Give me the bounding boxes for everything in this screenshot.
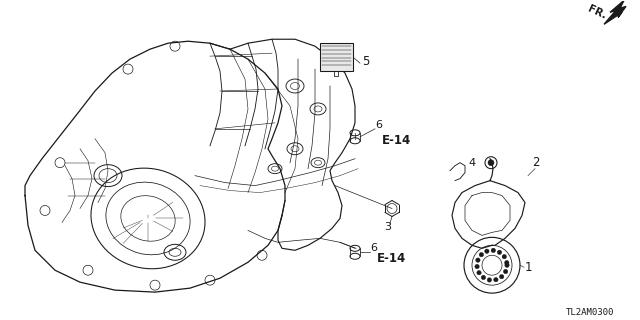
Circle shape bbox=[479, 252, 484, 257]
Text: 4: 4 bbox=[468, 158, 475, 168]
Circle shape bbox=[481, 275, 486, 280]
Circle shape bbox=[487, 278, 492, 282]
Circle shape bbox=[502, 254, 506, 259]
Circle shape bbox=[488, 160, 494, 166]
Circle shape bbox=[475, 264, 479, 269]
Text: FR.: FR. bbox=[586, 4, 608, 21]
Text: 3: 3 bbox=[385, 222, 392, 232]
Circle shape bbox=[491, 248, 495, 252]
Text: TL2AM0300: TL2AM0300 bbox=[566, 308, 614, 316]
Circle shape bbox=[476, 258, 480, 262]
Circle shape bbox=[504, 269, 508, 274]
Text: E-14: E-14 bbox=[382, 134, 412, 147]
Circle shape bbox=[497, 250, 502, 254]
Text: 2: 2 bbox=[532, 156, 540, 169]
Circle shape bbox=[505, 263, 509, 268]
Text: 6: 6 bbox=[370, 243, 377, 253]
Bar bbox=[320, 43, 353, 71]
Polygon shape bbox=[604, 0, 626, 24]
Text: 6: 6 bbox=[375, 120, 382, 130]
Circle shape bbox=[484, 249, 489, 253]
Circle shape bbox=[499, 275, 504, 279]
Text: 5: 5 bbox=[362, 55, 369, 68]
Circle shape bbox=[493, 277, 498, 282]
Circle shape bbox=[504, 260, 509, 265]
Text: 1: 1 bbox=[525, 261, 532, 274]
Circle shape bbox=[477, 270, 481, 275]
Text: E-14: E-14 bbox=[377, 252, 406, 265]
